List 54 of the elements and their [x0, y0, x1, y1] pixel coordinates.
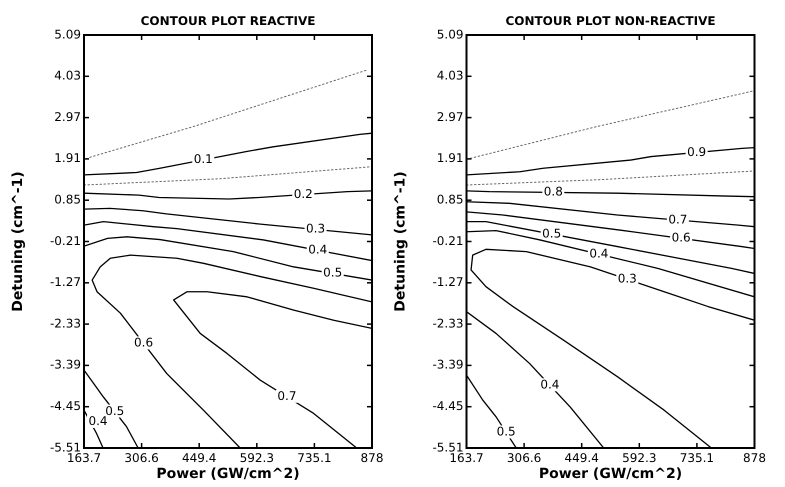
x-tick-label: 449.4 — [182, 451, 216, 465]
y-axis-title: Detuning (cm^-1) — [10, 171, 26, 312]
y-tick-label: -0.21 — [50, 234, 81, 248]
y-tick-label: -4.45 — [50, 398, 81, 413]
y-tick-label: 0.85 — [436, 192, 464, 206]
series-label: 0.4 — [589, 246, 608, 260]
y-tick-label: -3.39 — [432, 358, 464, 372]
series-label: 0.5 — [496, 424, 516, 439]
series-label: 0.9 — [687, 144, 706, 159]
series-label: 0.4 — [88, 414, 108, 428]
series-label: 0.5 — [105, 404, 124, 418]
x-tick-label: 735.1 — [680, 451, 714, 465]
chart-title: CONTOUR PLOT REACTIVE — [140, 14, 316, 28]
series-label: 0.6 — [134, 336, 154, 350]
y-tick-label: -4.45 — [432, 398, 464, 413]
y-tick-label: -3.39 — [50, 358, 81, 372]
y-tick-label: 5.09 — [54, 27, 81, 42]
y-tick-label: -2.33 — [432, 316, 464, 330]
y-tick-label: 2.97 — [436, 110, 464, 124]
x-axis-title: Power (GW/cm^2) — [156, 466, 300, 482]
y-tick-label: -0.21 — [432, 234, 464, 248]
y-tick-label: -1.27 — [432, 275, 464, 290]
y-tick-label: -2.33 — [50, 316, 81, 330]
series-label: 0.4 — [540, 378, 560, 392]
series-label: 0.5 — [542, 226, 562, 240]
series-label: 0.8 — [544, 184, 563, 199]
series-label: 0.7 — [668, 212, 688, 226]
series-label: 0.2 — [294, 186, 313, 201]
x-tick-label: 878 — [743, 451, 766, 465]
series-label: 0.5 — [323, 266, 342, 280]
y-axis-title: Detuning (cm^-1) — [392, 171, 408, 312]
y-tick-label: 0.85 — [54, 192, 81, 206]
x-tick-label: 878 — [360, 451, 384, 465]
series-label: 0.6 — [672, 230, 691, 245]
x-tick-label: 306.6 — [124, 451, 159, 465]
x-tick-label: 306.6 — [506, 451, 542, 465]
y-tick-label: -1.27 — [50, 275, 81, 290]
chart-title: CONTOUR PLOT NON-REACTIVE — [505, 14, 716, 28]
x-tick-label: 735.1 — [297, 451, 332, 465]
series-label: 0.3 — [306, 222, 326, 236]
y-tick-label: 1.91 — [436, 151, 464, 166]
y-tick-label: 2.97 — [54, 110, 81, 124]
series-label: 0.7 — [277, 389, 296, 404]
y-tick-label: 1.91 — [54, 151, 81, 166]
y-tick-label: 4.03 — [54, 68, 81, 83]
series-label: 0.1 — [194, 152, 213, 166]
series-label: 0.3 — [618, 272, 637, 286]
series-label: 0.4 — [308, 242, 328, 257]
x-tick-label: 449.4 — [564, 451, 599, 465]
x-tick-label: 592.3 — [622, 451, 656, 465]
y-tick-label: 5.09 — [436, 27, 464, 42]
x-axis-title: Power (GW/cm^2) — [538, 466, 682, 482]
x-tick-label: 592.3 — [240, 451, 274, 465]
y-tick-label: 4.03 — [436, 68, 464, 83]
